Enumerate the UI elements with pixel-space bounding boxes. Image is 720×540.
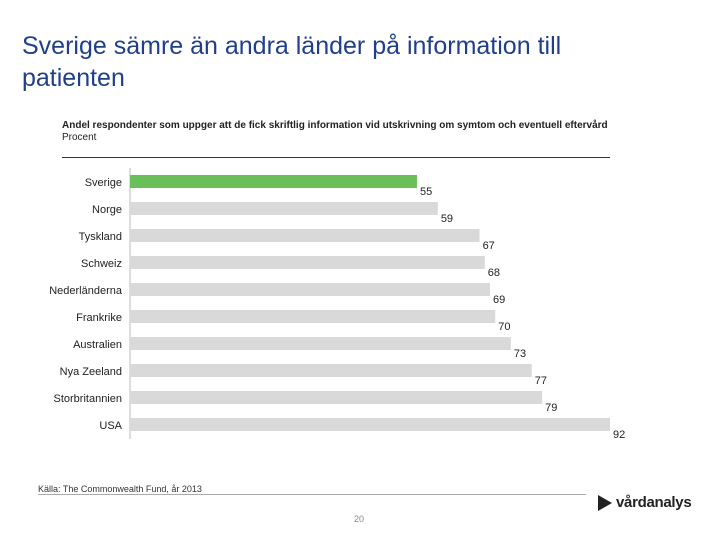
value-label-7: 77 xyxy=(535,375,547,387)
bar-chart: Sverige 55 Norge 59 Tyskland 67 Schweiz 68 Neder… xyxy=(49,168,625,441)
value-label-6: 73 xyxy=(514,348,526,360)
category-label-2: Tyskland xyxy=(79,231,122,243)
vardanalys-logo: vårdanalys xyxy=(598,494,692,511)
slide-title: Sverige sämre än andra länder på informa… xyxy=(22,32,562,92)
category-label-3: Schweiz xyxy=(81,258,122,270)
category-label-7: Nya Zeeland xyxy=(60,366,122,378)
category-label-8: Storbritannien xyxy=(54,393,123,405)
bottom-divider xyxy=(38,494,586,495)
value-label-0: 55 xyxy=(420,186,432,198)
bar-6 xyxy=(130,337,511,350)
logo-text: vårdanalys xyxy=(616,494,692,511)
category-label-4: Nederländerna xyxy=(49,285,123,297)
category-label-1: Norge xyxy=(92,204,122,216)
bar-3 xyxy=(130,256,485,269)
category-label-6: Australien xyxy=(73,339,122,351)
value-label-4: 69 xyxy=(493,294,505,306)
bar-8 xyxy=(130,391,543,404)
bar-9 xyxy=(130,418,610,431)
value-label-3: 68 xyxy=(488,267,500,279)
value-label-8: 79 xyxy=(545,402,557,414)
chart-unit: Procent xyxy=(62,132,97,143)
value-label-5: 70 xyxy=(498,321,510,333)
bar-0 xyxy=(130,175,417,188)
top-divider xyxy=(62,157,610,158)
bar-7 xyxy=(130,364,532,377)
value-label-2: 67 xyxy=(483,240,495,252)
bar-5 xyxy=(130,310,496,323)
logo-arrow-icon xyxy=(598,494,612,511)
bar-1 xyxy=(130,202,438,215)
category-label-9: USA xyxy=(99,420,122,432)
bar-4 xyxy=(130,283,490,296)
source-note: Källa: The Commonwealth Fund, år 2013 xyxy=(38,484,202,494)
page-number: 20 xyxy=(354,514,365,524)
value-label-1: 59 xyxy=(441,213,453,225)
bar-2 xyxy=(130,229,480,242)
value-label-9: 92 xyxy=(613,429,625,441)
category-label-0: Sverige xyxy=(85,177,122,189)
chart-subtitle: Andel respondenter som uppger att de fic… xyxy=(62,120,608,131)
category-label-5: Frankrike xyxy=(76,312,122,324)
